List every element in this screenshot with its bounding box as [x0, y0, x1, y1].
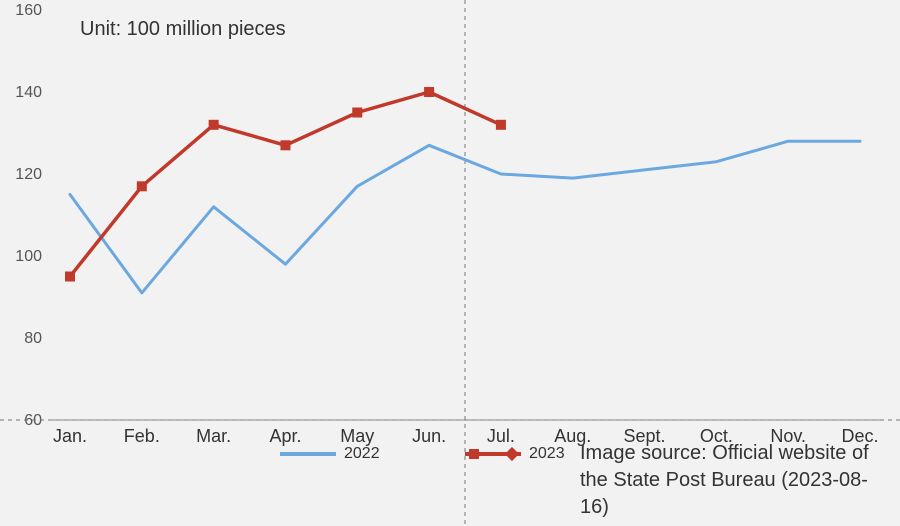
- series-marker-2023: [352, 108, 362, 118]
- y-tick-label: 140: [15, 84, 42, 101]
- legend-label-2022: 2022: [344, 445, 380, 463]
- legend-swatch-2023: [465, 447, 521, 461]
- legend-swatch-2022: [280, 447, 336, 461]
- y-tick-label: 100: [15, 248, 42, 265]
- series-marker-2023: [137, 181, 147, 191]
- x-tick-label: Jul.: [487, 426, 515, 446]
- series-marker-2023: [65, 272, 75, 282]
- x-tick-label: Apr.: [269, 426, 301, 446]
- y-tick-label: 120: [15, 166, 42, 183]
- series-marker-2023: [424, 87, 434, 97]
- series-marker-2023: [496, 120, 506, 130]
- x-tick-label: Jun.: [412, 426, 446, 446]
- x-tick-label: May: [340, 426, 374, 446]
- x-tick-label: Mar.: [196, 426, 231, 446]
- x-tick-label: Feb.: [124, 426, 160, 446]
- legend-label-2023: 2023: [529, 445, 565, 463]
- y-tick-label: 80: [24, 330, 42, 347]
- series-line-2023: [70, 92, 501, 277]
- legend-item-2022: 2022: [280, 445, 380, 463]
- unit-label: Unit: 100 million pieces: [80, 18, 286, 41]
- image-source: Image source: Official website of the St…: [580, 440, 890, 521]
- chart-container: 6080100120140160Jan.Feb.Mar.Apr.MayJun.J…: [0, 0, 900, 526]
- x-tick-label: Jan.: [53, 426, 87, 446]
- series-marker-2023: [209, 120, 219, 130]
- legend-item-2023: 2023: [465, 445, 565, 463]
- y-tick-label: 160: [15, 2, 42, 19]
- series-marker-2023: [280, 140, 290, 150]
